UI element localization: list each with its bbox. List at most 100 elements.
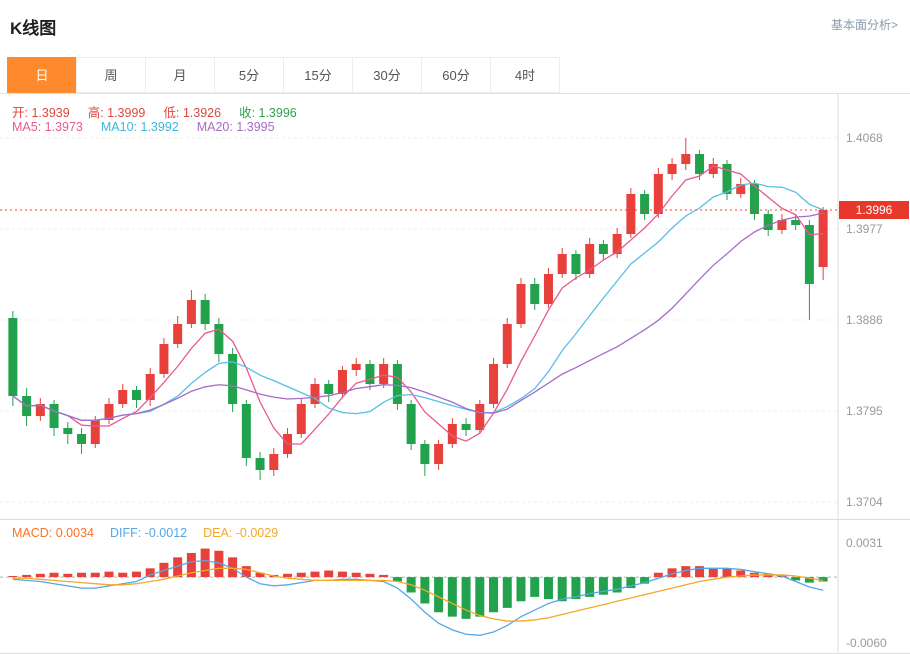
- candle[interactable]: [557, 254, 567, 274]
- tab-15分[interactable]: 15分: [283, 57, 353, 93]
- macd-bar[interactable]: [475, 577, 485, 617]
- candle[interactable]: [228, 354, 238, 404]
- macd-bar[interactable]: [365, 573, 375, 578]
- tab-60分[interactable]: 60分: [421, 57, 491, 93]
- candle[interactable]: [653, 174, 663, 214]
- macd-bar[interactable]: [447, 577, 457, 617]
- candle[interactable]: [777, 220, 787, 230]
- candle[interactable]: [269, 454, 279, 470]
- macd-bar[interactable]: [585, 577, 595, 597]
- candle[interactable]: [461, 424, 471, 430]
- macd-bar[interactable]: [461, 577, 471, 619]
- candle[interactable]: [530, 284, 540, 304]
- macd-bar[interactable]: [791, 577, 801, 581]
- macd-bar[interactable]: [434, 577, 444, 613]
- macd-bar[interactable]: [77, 572, 87, 578]
- macd-bar[interactable]: [681, 566, 691, 578]
- candle[interactable]: [324, 384, 334, 394]
- macd-bar[interactable]: [255, 572, 265, 578]
- candle[interactable]: [200, 300, 210, 324]
- macd-bar[interactable]: [804, 577, 814, 583]
- candle[interactable]: [612, 234, 622, 254]
- macd-bar[interactable]: [653, 572, 663, 578]
- macd-bar[interactable]: [8, 576, 18, 578]
- candle[interactable]: [420, 444, 430, 464]
- macd-bar[interactable]: [516, 577, 526, 602]
- candle[interactable]: [365, 364, 375, 384]
- candle[interactable]: [255, 458, 265, 470]
- macd-bar[interactable]: [90, 572, 100, 578]
- macd-bar[interactable]: [557, 577, 567, 602]
- candle[interactable]: [749, 184, 759, 214]
- candle[interactable]: [392, 364, 402, 404]
- candle[interactable]: [214, 324, 224, 354]
- macd-bar[interactable]: [145, 568, 155, 578]
- macd-bar[interactable]: [118, 572, 128, 578]
- tab-5分[interactable]: 5分: [214, 57, 284, 93]
- candle[interactable]: [118, 390, 128, 404]
- macd-bar[interactable]: [200, 548, 210, 578]
- macd-bar[interactable]: [214, 550, 224, 578]
- candle[interactable]: [736, 184, 746, 194]
- tab-日[interactable]: 日: [7, 57, 77, 93]
- candle[interactable]: [695, 154, 705, 174]
- candlestick-chart[interactable]: 1.4068 1.3977 1.3886 1.3795 1.3704 1.3996: [0, 94, 910, 520]
- macd-bar[interactable]: [104, 571, 114, 578]
- macd-bar[interactable]: [49, 572, 59, 578]
- candle[interactable]: [434, 444, 444, 464]
- candle[interactable]: [804, 225, 814, 284]
- candle[interactable]: [447, 424, 457, 444]
- macd-bar[interactable]: [640, 577, 650, 584]
- macd-bar[interactable]: [695, 566, 705, 578]
- candle[interactable]: [791, 220, 801, 225]
- candle[interactable]: [296, 404, 306, 434]
- candle[interactable]: [63, 428, 73, 434]
- candle[interactable]: [585, 244, 595, 274]
- macd-bar[interactable]: [310, 571, 320, 578]
- candle[interactable]: [475, 404, 485, 430]
- candle[interactable]: [516, 284, 526, 324]
- candle[interactable]: [241, 404, 251, 458]
- macd-bar[interactable]: [489, 577, 499, 613]
- macd-bar[interactable]: [283, 573, 293, 578]
- candle[interactable]: [77, 434, 87, 444]
- macd-bar[interactable]: [35, 573, 45, 578]
- candle[interactable]: [640, 194, 650, 214]
- macd-bar[interactable]: [379, 574, 389, 578]
- candle[interactable]: [681, 154, 691, 164]
- macd-bar[interactable]: [22, 574, 32, 578]
- macd-bar[interactable]: [392, 577, 402, 582]
- macd-bar[interactable]: [131, 571, 141, 578]
- macd-bar[interactable]: [296, 572, 306, 578]
- candle[interactable]: [351, 364, 361, 370]
- candle[interactable]: [379, 364, 389, 384]
- macd-bar[interactable]: [708, 568, 718, 578]
- macd-bar[interactable]: [351, 572, 361, 578]
- candle[interactable]: [818, 210, 828, 267]
- candle[interactable]: [186, 300, 196, 324]
- macd-bar[interactable]: [241, 566, 251, 578]
- candle[interactable]: [310, 384, 320, 404]
- candle[interactable]: [131, 390, 141, 400]
- macd-chart[interactable]: 0.0031 -0.0060: [0, 520, 910, 654]
- macd-bar[interactable]: [818, 577, 828, 582]
- candle[interactable]: [763, 214, 773, 230]
- candle[interactable]: [406, 404, 416, 444]
- macd-bar[interactable]: [736, 570, 746, 578]
- candle[interactable]: [489, 364, 499, 404]
- candle[interactable]: [667, 164, 677, 174]
- tab-月[interactable]: 月: [145, 57, 215, 93]
- candle[interactable]: [337, 370, 347, 394]
- candle[interactable]: [173, 324, 183, 344]
- tab-30分[interactable]: 30分: [352, 57, 422, 93]
- macd-bar[interactable]: [612, 577, 622, 593]
- macd-bar[interactable]: [530, 577, 540, 597]
- macd-bar[interactable]: [173, 557, 183, 578]
- candle[interactable]: [49, 404, 59, 428]
- candle[interactable]: [571, 254, 581, 274]
- candle[interactable]: [626, 194, 636, 234]
- macd-bar[interactable]: [543, 577, 553, 600]
- candle[interactable]: [722, 164, 732, 194]
- candle[interactable]: [145, 374, 155, 400]
- macd-bar[interactable]: [337, 571, 347, 578]
